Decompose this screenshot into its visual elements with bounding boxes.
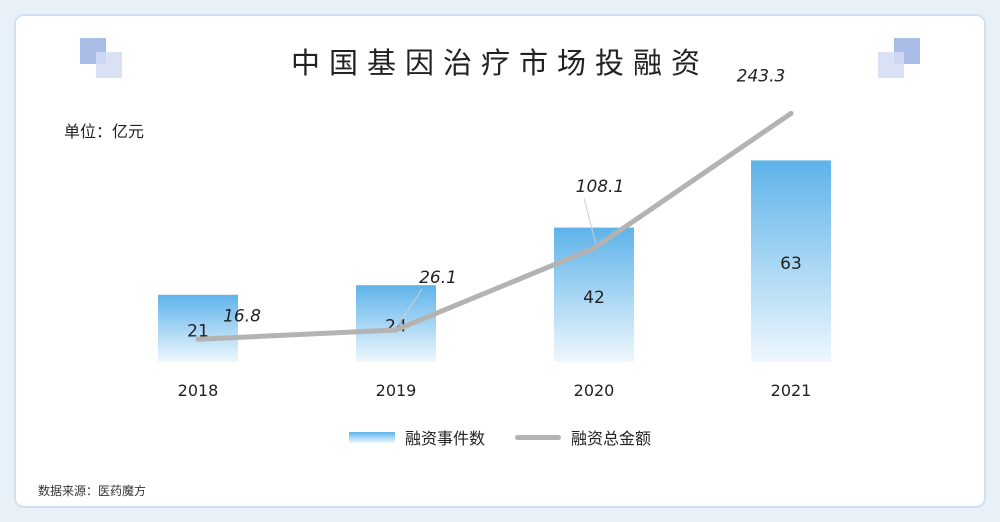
bar-2018	[158, 294, 238, 362]
line-value-label: 16.8	[223, 306, 261, 326]
x-tick-label: 2018	[178, 381, 219, 400]
bar-value-label: 42	[583, 288, 605, 308]
data-source: 数据来源：医药魔方	[38, 484, 147, 498]
legend-label-line: 融资总金额	[571, 429, 652, 448]
legend: 融资事件数 融资总金额	[0, 425, 1000, 449]
line-label-leader	[583, 198, 597, 245]
line-value-label: 26.1	[419, 268, 457, 288]
bar-value-label: 21	[187, 321, 209, 341]
line-point	[788, 110, 794, 116]
chart-title: 中国基因治疗市场投融资	[290, 46, 709, 80]
line-point	[591, 245, 597, 251]
deco-square-light	[96, 52, 122, 78]
legend-item-line: 融资总金额	[515, 425, 651, 449]
line-point	[393, 327, 399, 333]
legend-item-bar: 融资事件数	[348, 425, 485, 449]
line-point	[195, 336, 201, 342]
line-value-label: 108.1	[576, 177, 625, 197]
legend-label-bar: 融资事件数	[404, 429, 485, 448]
legend-swatch-bar	[348, 431, 395, 443]
deco-square-light	[878, 52, 904, 78]
x-tick-label: 2021	[771, 381, 812, 400]
x-tick-label: 2020	[574, 381, 615, 400]
bar-2021	[751, 160, 831, 362]
line-series-total-amount	[195, 110, 794, 342]
x-tick-label: 2019	[376, 381, 417, 400]
bar-value-label: 63	[780, 254, 802, 274]
line-value-label: 243.3	[737, 66, 786, 86]
line-label-leader	[397, 288, 423, 327]
unit-label: 单位：亿元	[64, 122, 145, 141]
bar-2019	[356, 285, 436, 362]
legend-swatch-line	[515, 434, 561, 440]
